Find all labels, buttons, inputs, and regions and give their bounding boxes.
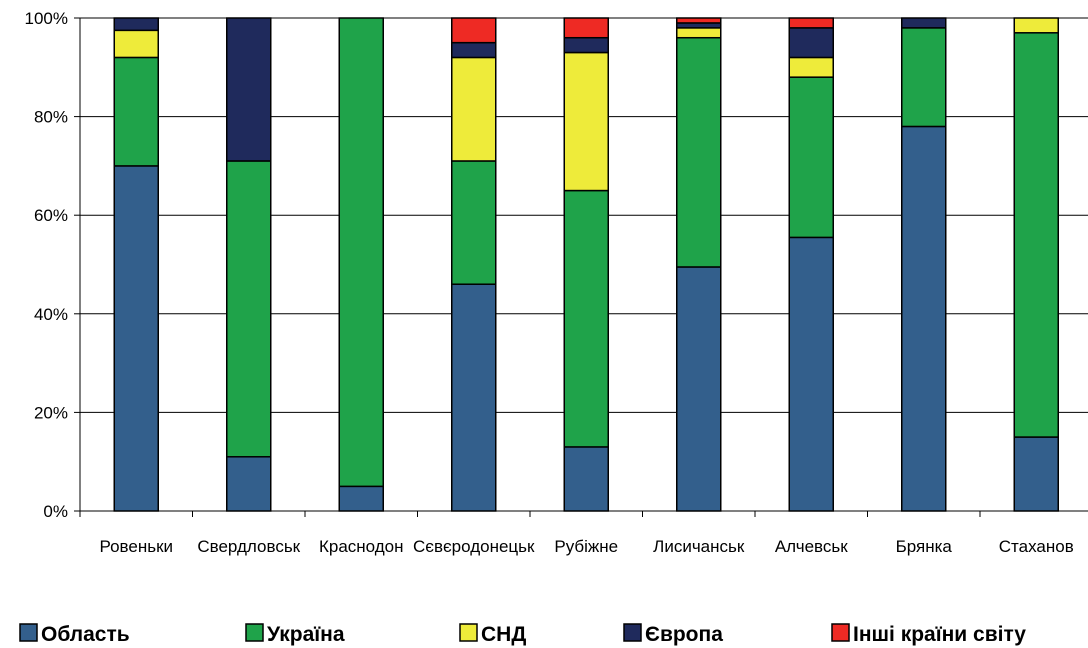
bar-segment <box>451 41 497 59</box>
legend: Область Україна СНД Європа Інші країни світу <box>19 623 1026 646</box>
legend-label: Україна <box>267 623 345 646</box>
bar-segment <box>676 27 722 39</box>
legend-label: СНД <box>481 623 526 646</box>
bar-segment <box>563 36 609 54</box>
y-tick-label: 0% <box>43 502 68 521</box>
y-tick-label: 60% <box>34 206 68 225</box>
bar-segment <box>338 17 384 488</box>
x-tick-label: Свердловськ <box>197 537 300 556</box>
bar-segment <box>788 27 834 59</box>
x-tick-label: Брянка <box>896 537 953 556</box>
y-tick-label: 100% <box>25 9 68 28</box>
x-tick-labels: Ровеньки Свердловськ Краснодон Сєвєродонець… <box>99 537 1073 556</box>
legend-swatch <box>831 623 850 642</box>
x-tick-label: Стаханов <box>999 537 1074 556</box>
bar-segment <box>563 51 609 192</box>
bar-segment <box>901 27 947 128</box>
x-tick-label: Краснодон <box>319 537 404 556</box>
bar-segment <box>338 485 384 512</box>
bar-segment <box>113 29 159 59</box>
bar-segment <box>788 236 834 512</box>
axes <box>74 17 1088 517</box>
bars <box>113 17 1059 512</box>
x-tick-label: Рубіжне <box>554 537 618 556</box>
bar-segment <box>788 76 834 239</box>
x-tick-label: Алчевськ <box>775 537 848 556</box>
bar-segment <box>113 17 159 32</box>
bar-segment <box>1013 17 1059 34</box>
bar-segment <box>113 165 159 512</box>
bar-segment <box>1013 32 1059 438</box>
bar-segment <box>1013 436 1059 512</box>
bar-segment <box>563 446 609 512</box>
bar-segment <box>676 36 722 268</box>
bar-segment <box>451 160 497 285</box>
bar-segment <box>788 17 834 29</box>
bar-segment <box>901 17 947 29</box>
legend-swatch <box>459 623 478 642</box>
bar-segment <box>451 17 497 44</box>
bar-segment <box>113 56 159 167</box>
bar-segment <box>676 17 722 24</box>
bar-segment <box>563 17 609 39</box>
bar-segment <box>451 56 497 162</box>
y-tick-labels: 0% 20% 40% 60% 80% 100% <box>25 9 68 521</box>
legend-swatch <box>623 623 642 642</box>
bar-segment <box>226 456 272 512</box>
bar-segment <box>451 283 497 512</box>
x-tick-label: Ровеньки <box>99 537 173 556</box>
legend-label: Інші країни світу <box>853 623 1026 646</box>
y-tick-label: 20% <box>34 403 68 422</box>
bar-segment <box>563 189 609 448</box>
legend-swatch <box>19 623 38 642</box>
y-tick-label: 40% <box>34 305 68 324</box>
bar-segment <box>226 160 272 458</box>
bar-segment <box>226 17 272 162</box>
y-tick-label: 80% <box>34 108 68 127</box>
bar-segment <box>788 56 834 78</box>
bar-segment <box>901 125 947 512</box>
bar-segment <box>676 266 722 512</box>
legend-swatch <box>245 623 264 642</box>
legend-label: Область <box>41 623 130 646</box>
legend-label: Європа <box>645 623 723 646</box>
x-tick-label: Лисичанськ <box>653 537 745 556</box>
x-tick-label: Сєвєродонецьк <box>413 537 535 556</box>
